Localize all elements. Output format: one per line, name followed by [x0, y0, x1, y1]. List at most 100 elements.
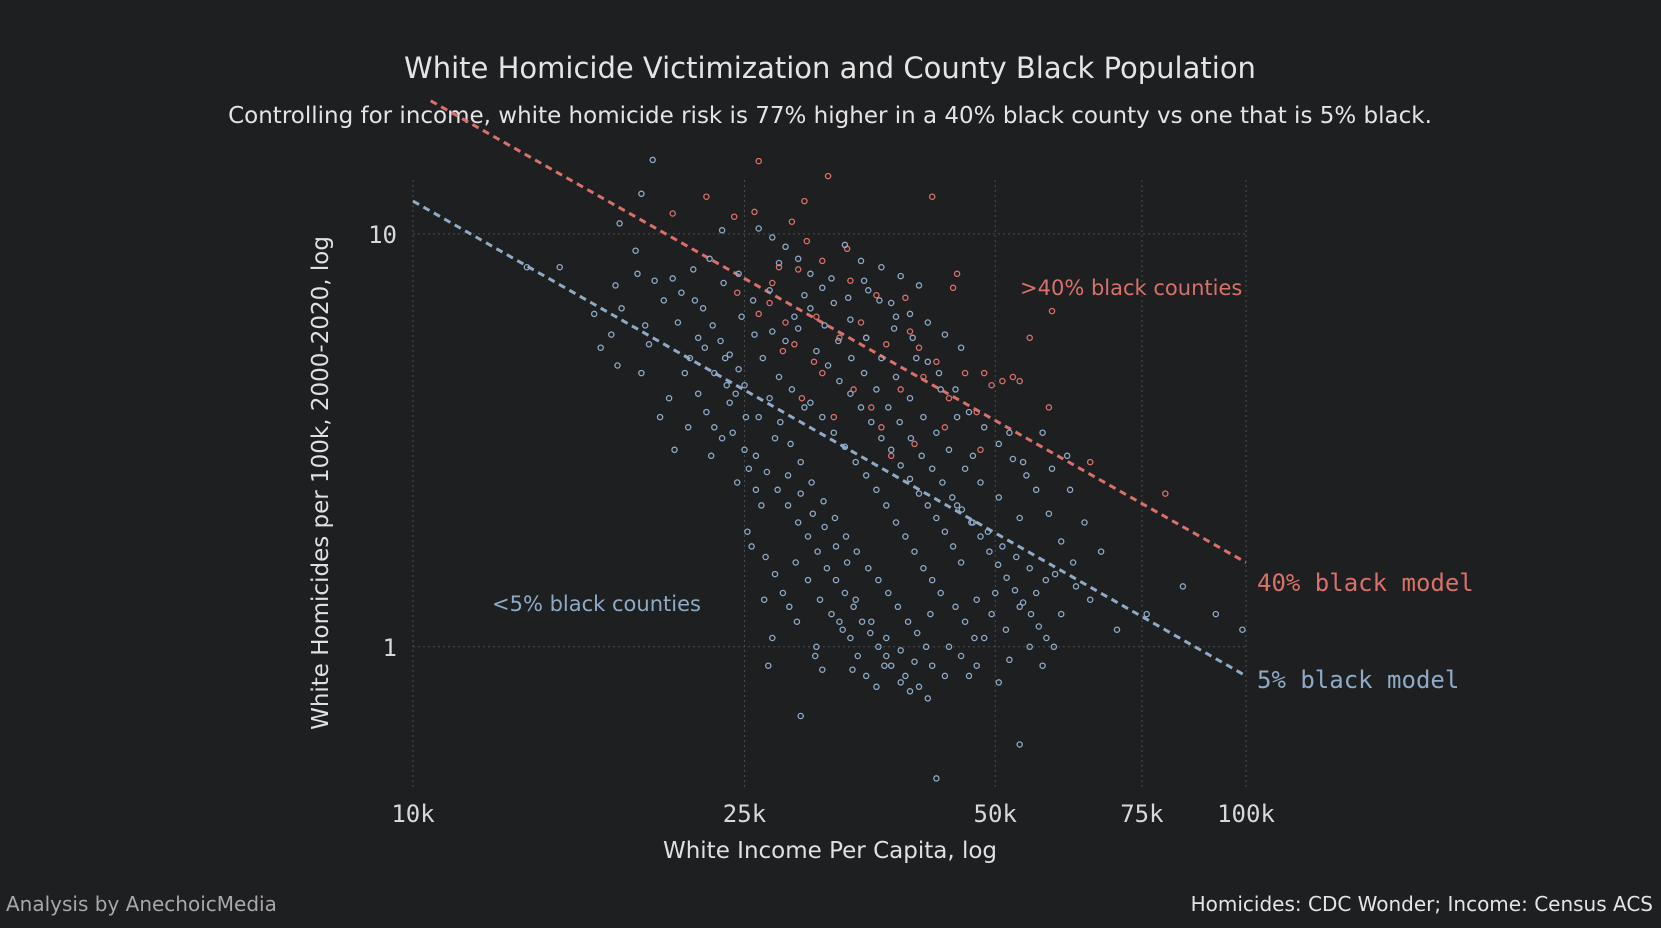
point-low-black-121: [883, 502, 890, 509]
point-low-black-122: [892, 519, 900, 526]
point-high-black-16: [847, 277, 854, 284]
point-high-black-2: [824, 172, 832, 180]
point-low-black-75: [984, 528, 992, 535]
point-low-black-167: [751, 331, 758, 338]
point-low-black-147: [813, 347, 820, 355]
point-low-black-261: [928, 662, 936, 669]
point-low-black-252: [867, 629, 874, 637]
point-low-black-20: [709, 322, 716, 329]
point-low-black-62: [1016, 741, 1023, 748]
label-40-percent-model: 40% black model: [1257, 569, 1474, 597]
point-low-black-23: [735, 365, 742, 373]
point-low-black-108: [915, 282, 923, 289]
point-low-black-46: [854, 652, 862, 660]
point-low-black-48: [873, 683, 880, 691]
point-low-black-88: [1016, 514, 1023, 522]
point-low-black-238: [1023, 472, 1030, 479]
point-low-black-155: [897, 462, 904, 469]
point-low-black-102: [769, 234, 776, 241]
point-low-black-149: [836, 377, 843, 385]
point-high-black-44: [977, 446, 984, 454]
point-low-black-16: [669, 275, 676, 282]
point-low-black-56: [957, 652, 965, 660]
point-low-black-180: [816, 596, 824, 603]
point-low-black-72: [1239, 626, 1246, 633]
y-axis-label: White Homicides per 100k, 2000-2020, log: [308, 236, 334, 730]
point-low-black-5: [616, 220, 623, 227]
point-low-black-176: [897, 647, 904, 654]
point-low-black-278: [876, 297, 883, 304]
point-low-black-58: [973, 662, 980, 669]
point-low-black-106: [878, 263, 885, 271]
point-low-black-189: [832, 543, 840, 550]
point-low-black-220: [674, 319, 682, 326]
point-low-black-78: [1026, 564, 1033, 572]
point-low-black-41: [765, 662, 772, 669]
point-low-black-137: [831, 514, 839, 522]
point-low-black-244: [794, 519, 802, 526]
point-low-black-10: [608, 331, 615, 338]
point-high-black-20: [953, 270, 961, 278]
point-low-black-97: [830, 299, 838, 307]
point-low-black-34: [748, 543, 755, 550]
point-low-black-28: [729, 429, 736, 436]
point-low-black-144: [904, 618, 912, 625]
x-axis-ticks: 10k 25k 50k 75k 100k: [391, 800, 1275, 828]
x-tick-label-10k: 10k: [391, 800, 435, 828]
point-low-black-235: [980, 424, 988, 431]
point-low-black-204: [958, 506, 966, 513]
model-line-40-percent: [429, 99, 1247, 564]
point-low-black-66: [1072, 583, 1080, 590]
model-line-5-percent: [412, 199, 1247, 678]
point-high-black-56: [1162, 490, 1169, 497]
point-low-black-60: [995, 679, 1003, 686]
point-high-black-42: [911, 440, 918, 448]
point-low-black-251: [858, 618, 866, 625]
point-low-black-205: [968, 519, 975, 526]
point-high-black-58: [830, 413, 838, 421]
point-high-black-4: [801, 197, 808, 205]
point-low-black-295: [793, 618, 801, 625]
point-low-black-185: [784, 472, 792, 479]
point-low-black-145: [913, 629, 921, 637]
point-low-black-224: [775, 259, 783, 267]
point-high-black-55: [1086, 458, 1094, 466]
point-low-black-98: [819, 284, 826, 292]
point-low-black-92: [906, 394, 914, 402]
point-low-black-213: [1035, 623, 1043, 630]
footer-analysis-credit: Analysis by AnechoicMedia: [6, 892, 277, 916]
point-high-black-0: [755, 157, 762, 165]
x-tick-label-75k: 75k: [1120, 800, 1164, 828]
point-high-black-12: [794, 266, 802, 273]
point-low-black-71: [1212, 610, 1220, 618]
point-low-black-193: [835, 337, 842, 345]
point-low-black-300: [927, 610, 934, 618]
point-high-black-33: [1009, 373, 1017, 381]
point-low-black-27: [711, 424, 718, 431]
point-low-black-236: [995, 440, 1003, 448]
point-low-black-170: [726, 399, 733, 406]
point-low-black-128: [788, 386, 796, 393]
point-low-black-191: [807, 305, 814, 312]
point-low-black-178: [792, 559, 799, 566]
point-low-black-171: [718, 434, 726, 442]
point-low-black-130: [775, 373, 783, 381]
point-low-black-296: [811, 652, 819, 660]
point-low-black-59: [980, 634, 988, 642]
point-low-black-125: [920, 564, 927, 572]
point-high-black-27: [915, 344, 923, 351]
point-low-black-237: [1009, 455, 1017, 463]
point-low-black-250: [850, 603, 857, 611]
point-low-black-54: [933, 775, 940, 782]
point-low-black-69: [1143, 610, 1150, 618]
point-low-black-187: [809, 510, 817, 517]
point-low-black-90: [933, 429, 940, 436]
point-low-black-67: [1086, 596, 1094, 603]
label-5-percent-model: 5% black model: [1257, 666, 1459, 694]
point-low-black-100: [794, 255, 802, 263]
point-low-black-286: [597, 344, 604, 351]
point-low-black-216: [694, 334, 702, 342]
footer-data-source: Homicides: CDC Wonder; Income: Census AC…: [1191, 892, 1653, 916]
point-low-black-111: [924, 319, 932, 326]
